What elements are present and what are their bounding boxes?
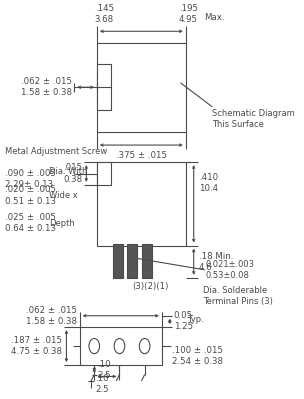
- Text: Schematic Diagram
This Surface: Schematic Diagram This Surface: [212, 109, 295, 129]
- Text: .015
0.38: .015 0.38: [63, 164, 82, 184]
- Text: 0.05
1.25: 0.05 1.25: [174, 311, 193, 332]
- Bar: [142, 244, 152, 278]
- Text: .020 ± .005
0.51 ± 0.13: .020 ± .005 0.51 ± 0.13: [5, 186, 57, 205]
- Text: .187 ± .015
4.75 ± 0.38: .187 ± .015 4.75 ± 0.38: [12, 336, 62, 356]
- Bar: [97, 162, 112, 185]
- Bar: [80, 327, 162, 365]
- Bar: [113, 244, 123, 278]
- Text: Metal Adjustment Screw: Metal Adjustment Screw: [5, 148, 108, 156]
- Text: Typ.: Typ.: [187, 315, 204, 324]
- Text: .375 ± .015
9.53 ± 0.38: .375 ± .015 9.53 ± 0.38: [116, 151, 167, 171]
- Text: .062 ± .015
1.58 ± 0.38: .062 ± .015 1.58 ± 0.38: [26, 306, 77, 326]
- Bar: [97, 162, 186, 245]
- Text: .195
4.95: .195 4.95: [179, 4, 198, 24]
- Bar: [97, 65, 112, 110]
- Text: Wide x: Wide x: [49, 191, 78, 200]
- Text: .18 Min.
4.6: .18 Min. 4.6: [199, 252, 233, 272]
- Text: Dia. With: Dia. With: [49, 167, 88, 176]
- Text: .10
2.5: .10 2.5: [97, 359, 111, 380]
- Bar: [97, 43, 186, 132]
- Text: .410
10.4: .410 10.4: [199, 173, 218, 193]
- Text: Depth: Depth: [49, 219, 75, 227]
- Text: .145
3.68: .145 3.68: [95, 4, 114, 24]
- Text: (3)(2)(1): (3)(2)(1): [133, 282, 169, 291]
- Text: .090 ± .005
2.29± 0.13: .090 ± .005 2.29± 0.13: [5, 169, 56, 189]
- Text: .10
2.5: .10 2.5: [95, 374, 109, 394]
- Text: Max.: Max.: [204, 13, 225, 22]
- Bar: [127, 244, 137, 278]
- Text: .025 ± .005
0.64 ± 0.13: .025 ± .005 0.64 ± 0.13: [5, 213, 57, 233]
- Text: Dia. Solderable
Terminal Pins (3): Dia. Solderable Terminal Pins (3): [203, 286, 273, 306]
- Text: .062 ± .015
1.58 ± 0.38: .062 ± .015 1.58 ± 0.38: [21, 77, 72, 97]
- Text: .100 ± .015
2.54 ± 0.38: .100 ± .015 2.54 ± 0.38: [172, 346, 223, 365]
- Text: 0.021±.003
0.53±0.08: 0.021±.003 0.53±0.08: [206, 261, 255, 280]
